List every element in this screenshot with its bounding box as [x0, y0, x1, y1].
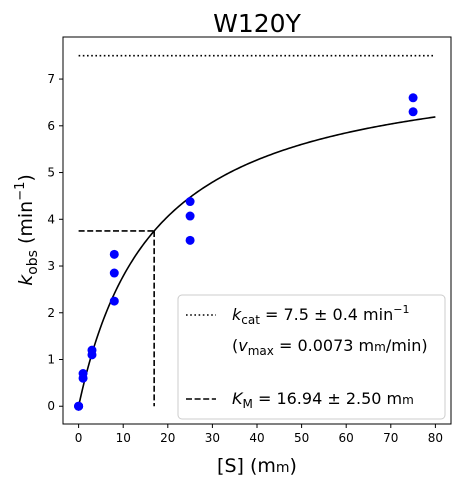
x-tick-label: 30	[205, 431, 220, 445]
data-point	[408, 107, 418, 117]
data-point	[185, 235, 195, 245]
legend-kcat-label: kcat = 7.5 ± 0.4 min−1	[232, 303, 409, 327]
x-tick-label: 50	[294, 431, 309, 445]
x-tick-label: 40	[249, 431, 264, 445]
y-axis: 0 1 2 3 4 5 6 7	[47, 72, 63, 413]
x-tick-label: 0	[75, 431, 83, 445]
y-tick-label: 5	[47, 166, 55, 180]
x-tick-label: 70	[383, 431, 398, 445]
data-point	[74, 401, 84, 411]
y-tick-label: 3	[47, 259, 55, 273]
data-point	[109, 249, 119, 259]
legend-vmax-label: (vmax = 0.0073 mm/min)	[232, 336, 428, 358]
fit-lines	[77, 54, 436, 407]
chart-title: W120Y	[213, 9, 301, 38]
legend: kcat = 7.5 ± 0.4 min−1 (vmax = 0.0073 mm…	[177, 294, 446, 420]
y-tick-label: 6	[47, 119, 55, 133]
data-point	[109, 296, 119, 306]
x-tick-label: 20	[160, 431, 175, 445]
x-tick-label: 80	[428, 431, 443, 445]
legend-km-label: KM = 16.94 ± 2.50 mm	[232, 389, 414, 411]
x-tick-label: 10	[116, 431, 131, 445]
y-tick-label: 0	[47, 399, 55, 413]
legend-box	[177, 294, 446, 420]
x-axis-label: [S] (mm)	[217, 455, 297, 477]
x-tick-label: 60	[339, 431, 354, 445]
y-axis-label: kobs(min−1)	[13, 174, 41, 286]
fit-curve	[77, 116, 436, 407]
x-axis: 0 10 20 30 40 50 60 70 80	[75, 424, 443, 445]
data-point	[408, 93, 418, 103]
data-point	[87, 345, 97, 355]
data-point	[185, 211, 195, 221]
y-tick-label: 1	[47, 353, 55, 367]
y-tick-label: 7	[47, 72, 55, 86]
data-point	[185, 197, 195, 207]
y-tick-label: 4	[47, 212, 55, 226]
scatter-points	[74, 93, 418, 411]
data-point	[78, 369, 88, 379]
data-point	[109, 268, 119, 278]
y-tick-label: 2	[47, 306, 55, 320]
